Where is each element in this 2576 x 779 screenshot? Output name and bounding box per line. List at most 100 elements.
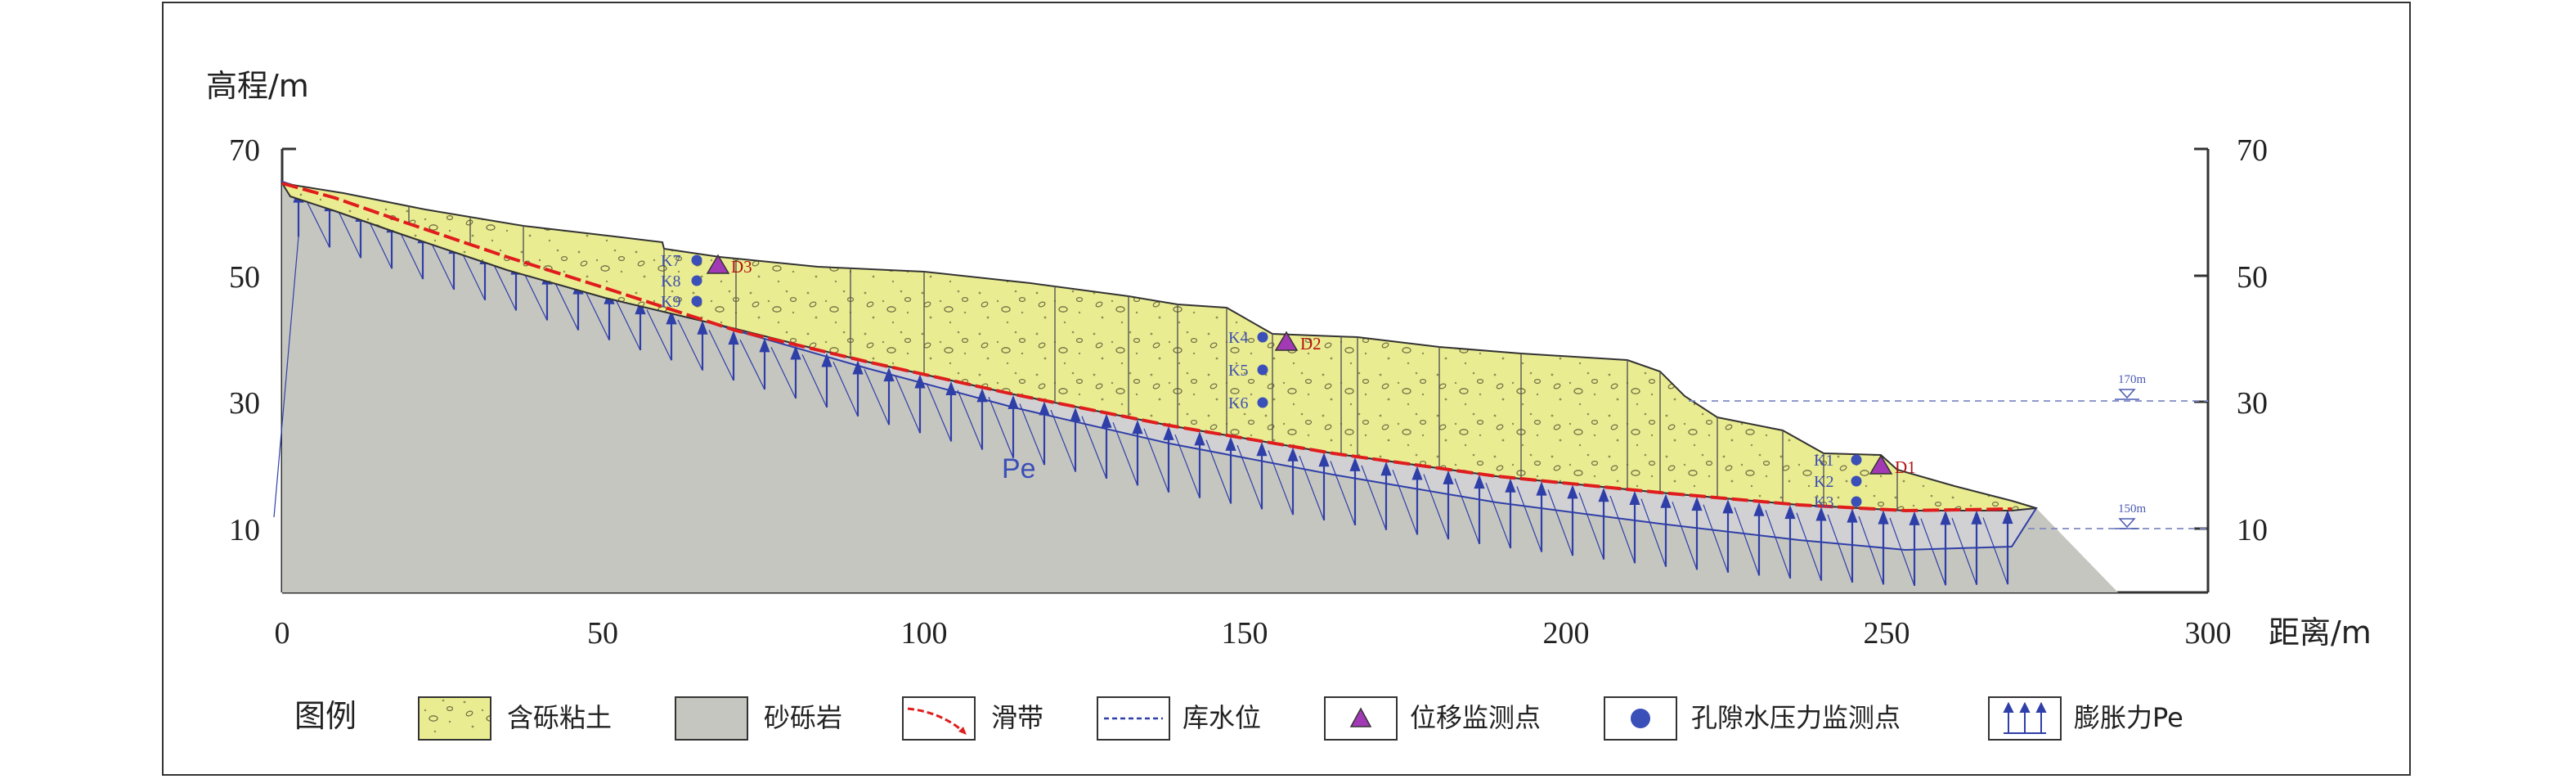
expansion-arrow-head <box>1411 466 1423 480</box>
legend-label-expansion: 膨胀力Pe <box>2074 702 2183 733</box>
gravelly-clay-swatch <box>418 696 491 741</box>
expansion-hatch-line <box>1889 517 1915 587</box>
expansion-hatch-line <box>1578 492 1604 560</box>
expansion-hatch-line <box>1299 455 1325 521</box>
expansion-hatch-line <box>1765 510 1791 579</box>
expansion-arrow-head <box>1505 478 1516 493</box>
x-axis-title: 距离/m <box>2269 615 2372 651</box>
expansion-arrow-head <box>1660 493 1672 508</box>
arrows-icon <box>2003 701 2047 734</box>
x-tick-label: 0 <box>275 616 290 651</box>
y-tick-label: 70 <box>2237 133 2268 168</box>
pore-pressure-label-k7: K7 <box>661 252 680 270</box>
expansion-arrow-head <box>1225 436 1236 451</box>
expansion-hatch-line <box>1423 474 1449 540</box>
y-tick-label: 30 <box>229 386 260 421</box>
expansion-arrow-head <box>635 299 646 315</box>
expansion-hatch-line <box>1827 514 1853 583</box>
expansion-arrow-head <box>852 360 864 375</box>
expansion-hatch-line <box>988 396 1014 458</box>
expansion-hatch-line <box>895 376 921 434</box>
pore-pressure-label-k8: K8 <box>661 272 680 290</box>
expansion-arrow-head <box>1878 510 1889 525</box>
expansion-arrow-head <box>1691 496 1703 511</box>
expansion-arrow-head <box>945 380 957 395</box>
y-tick-label: 50 <box>2237 260 2268 295</box>
expansion-arrow-head <box>914 374 926 389</box>
displacement-label-d3: D3 <box>731 257 752 277</box>
expansion-hatch-line <box>397 227 424 280</box>
expansion-hatch-line <box>1268 450 1294 516</box>
expansion-arrow-head <box>1909 511 1920 525</box>
expansion-hatch-line <box>926 382 952 442</box>
sandy-conglomerate-swatch <box>675 696 748 741</box>
legend-label-clay: 含砾粘土 <box>507 702 612 733</box>
pore-pressure-marker-k2 <box>1851 475 1862 487</box>
y-axis-title: 高程/m <box>206 68 309 104</box>
legend-label-rock: 砂砾岩 <box>764 702 842 733</box>
expansion-hatch-line <box>770 346 797 399</box>
reservoir-level-swatch <box>1097 696 1170 741</box>
displacement-point-swatch <box>1324 696 1398 741</box>
expansion-arrow-head <box>1070 407 1081 422</box>
expansion-hatch-line <box>1547 489 1573 556</box>
x-tick-label: 300 <box>2185 616 2232 651</box>
expansion-arrow-head <box>1194 431 1205 446</box>
pore-pressure-marker-k1 <box>1851 454 1862 466</box>
pore-pressure-marker-k9 <box>691 295 702 307</box>
pore-pressure-label-k5: K5 <box>1228 362 1248 380</box>
x-tick-label: 150 <box>1222 616 1268 651</box>
expansion-hatch-line <box>1516 486 1542 552</box>
bedrock-layer <box>282 182 2118 592</box>
x-tick-labels: 0 50 100 150 200 250 300 <box>275 616 2232 651</box>
expansion-arrow-head <box>1629 490 1640 506</box>
expansion-hatch-line <box>708 330 734 381</box>
expansion-hatch-line <box>1236 444 1263 510</box>
expansion-hatch-line <box>1920 518 1946 586</box>
expansion-hatch-line <box>366 217 393 269</box>
x-tick-label: 250 <box>1864 616 1910 651</box>
pore-pressure-label-k1: K1 <box>1814 452 1833 470</box>
expansion-hatch-line <box>1796 512 1822 581</box>
y-tick-label: 70 <box>229 133 260 168</box>
expansion-hatch-line <box>1112 421 1138 486</box>
y-tick-label: 30 <box>2237 386 2268 421</box>
expansion-arrow-head <box>1008 394 1019 409</box>
expansion-hatch-line <box>429 238 455 290</box>
x-tick-label: 50 <box>587 616 618 651</box>
expansion-arrow-head <box>1971 510 1982 525</box>
water-level-marker-150: 150m <box>2115 502 2147 529</box>
expansion-hatch-line <box>1454 478 1480 545</box>
expansion-force-swatch <box>1988 696 2062 741</box>
expansion-hatch-line <box>1081 416 1107 480</box>
x-tick-label: 100 <box>901 616 948 651</box>
expansion-arrow-head <box>1163 426 1174 440</box>
pore-pressure-marker-k5 <box>1257 364 1268 376</box>
legend-title: 图例 <box>294 698 357 734</box>
pore-pressure-label-k3: K3 <box>1814 493 1833 511</box>
expansion-hatch-line <box>1485 482 1511 549</box>
expansion-hatch-line <box>584 289 610 340</box>
expansion-hatch-line <box>1174 434 1200 498</box>
expansion-hatch-line <box>335 206 361 259</box>
expansion-hatch-line <box>1672 502 1698 570</box>
expansion-hatch-line <box>1609 495 1636 564</box>
displacement-label-d2: D2 <box>1300 334 1322 353</box>
pore-pressure-points-group-3: K1 K2 K3 <box>1814 452 1862 511</box>
displacement-marker-d3 <box>706 254 730 274</box>
expansion-arrow-head <box>790 345 801 360</box>
expansion-arrow-head <box>1567 484 1578 499</box>
expansion-hatch-line <box>304 197 330 248</box>
expansion-arrow-head <box>759 338 770 353</box>
displacement-label-d1: D1 <box>1895 457 1916 477</box>
expansion-hatch-line <box>1361 465 1387 530</box>
expansion-arrow-head <box>666 310 677 325</box>
triangle-marker-icon <box>1349 707 1372 727</box>
expansion-arrow-head <box>1598 488 1609 502</box>
expansion-arrow-head <box>697 320 708 335</box>
pore-pressure-marker-k8 <box>691 275 702 286</box>
legend-label-pore-pressure: 孔隙水压力监测点 <box>1691 702 1901 733</box>
pore-pressure-marker-k3 <box>1851 496 1862 507</box>
pore-pressure-marker-k6 <box>1257 397 1268 408</box>
expansion-arrow-head <box>821 353 832 367</box>
